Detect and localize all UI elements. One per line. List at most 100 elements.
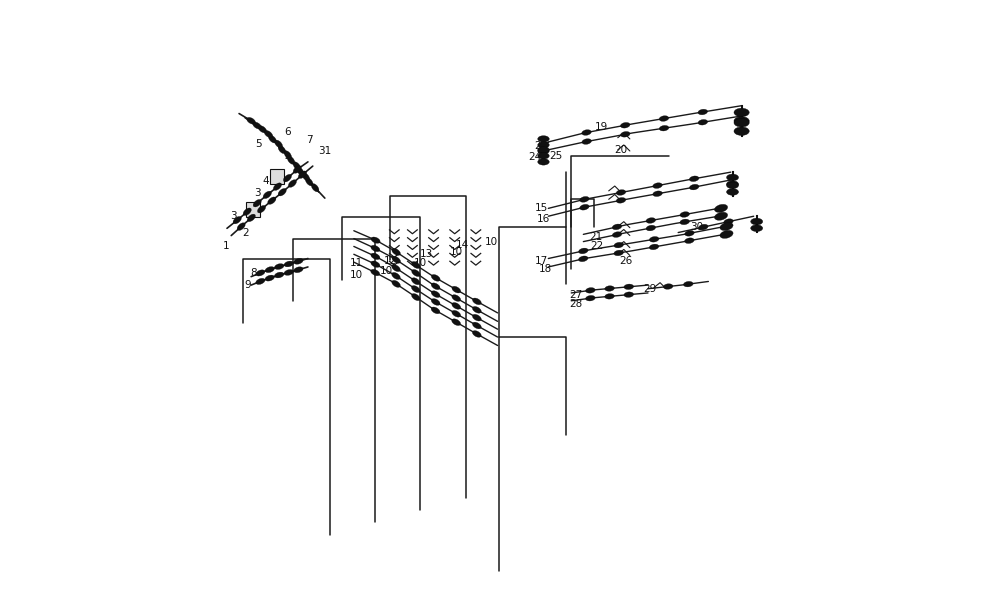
Ellipse shape	[269, 135, 276, 143]
Text: 4: 4	[262, 176, 269, 186]
Ellipse shape	[412, 269, 420, 277]
Ellipse shape	[294, 259, 303, 264]
Ellipse shape	[253, 122, 261, 129]
Ellipse shape	[580, 196, 589, 202]
Ellipse shape	[452, 286, 461, 293]
Ellipse shape	[580, 204, 589, 210]
Ellipse shape	[412, 262, 420, 269]
Ellipse shape	[538, 148, 549, 154]
Ellipse shape	[727, 174, 739, 181]
Text: 19: 19	[595, 122, 608, 132]
Text: 4: 4	[284, 153, 291, 163]
Ellipse shape	[431, 274, 440, 281]
Text: 31: 31	[318, 146, 331, 156]
Ellipse shape	[284, 151, 292, 159]
Ellipse shape	[283, 175, 291, 182]
Ellipse shape	[411, 278, 420, 284]
Bar	[246, 202, 260, 217]
Ellipse shape	[452, 319, 461, 326]
Ellipse shape	[714, 212, 728, 220]
Ellipse shape	[624, 292, 634, 297]
Ellipse shape	[392, 256, 401, 263]
Ellipse shape	[265, 275, 274, 281]
Ellipse shape	[472, 314, 481, 321]
Text: 24: 24	[528, 152, 542, 162]
Ellipse shape	[264, 130, 273, 138]
Ellipse shape	[538, 153, 549, 159]
Ellipse shape	[621, 132, 630, 137]
Ellipse shape	[699, 224, 708, 230]
Ellipse shape	[305, 178, 313, 186]
Text: 23: 23	[534, 141, 548, 151]
Ellipse shape	[311, 184, 319, 192]
Ellipse shape	[646, 225, 656, 231]
Ellipse shape	[646, 217, 656, 223]
Ellipse shape	[268, 197, 276, 204]
Ellipse shape	[302, 173, 310, 181]
Ellipse shape	[278, 188, 286, 196]
Ellipse shape	[243, 208, 251, 216]
Ellipse shape	[257, 205, 266, 213]
Ellipse shape	[284, 269, 294, 275]
Text: 10: 10	[380, 266, 393, 275]
Text: 25: 25	[549, 151, 562, 161]
Text: 10: 10	[414, 258, 427, 268]
Ellipse shape	[392, 248, 400, 255]
Ellipse shape	[698, 109, 708, 115]
Ellipse shape	[614, 242, 624, 248]
Text: 9: 9	[244, 280, 251, 290]
Ellipse shape	[411, 286, 420, 292]
Ellipse shape	[371, 237, 380, 243]
Ellipse shape	[431, 307, 440, 313]
Ellipse shape	[582, 130, 591, 135]
Ellipse shape	[751, 225, 763, 231]
Ellipse shape	[605, 286, 614, 291]
Ellipse shape	[727, 181, 739, 187]
Ellipse shape	[659, 126, 669, 131]
Ellipse shape	[579, 248, 588, 254]
Ellipse shape	[247, 117, 256, 124]
Ellipse shape	[727, 182, 739, 188]
Text: 30: 30	[690, 222, 703, 231]
Ellipse shape	[586, 288, 595, 293]
Ellipse shape	[431, 298, 440, 306]
Text: 29: 29	[643, 284, 656, 294]
Bar	[270, 169, 284, 184]
Text: 1: 1	[222, 241, 229, 251]
Ellipse shape	[472, 298, 481, 304]
Ellipse shape	[247, 214, 255, 222]
Text: 18: 18	[539, 264, 552, 274]
Text: 20: 20	[614, 145, 627, 155]
Ellipse shape	[605, 294, 614, 299]
Text: 26: 26	[619, 256, 632, 266]
Ellipse shape	[256, 270, 265, 276]
Ellipse shape	[256, 278, 265, 284]
Ellipse shape	[734, 117, 749, 125]
Ellipse shape	[392, 272, 400, 280]
Text: 3: 3	[230, 211, 236, 221]
Ellipse shape	[612, 224, 622, 230]
Ellipse shape	[720, 222, 733, 231]
Ellipse shape	[371, 261, 380, 268]
Ellipse shape	[472, 330, 481, 337]
Ellipse shape	[538, 136, 549, 142]
Ellipse shape	[685, 238, 694, 243]
Ellipse shape	[274, 264, 284, 269]
Text: 3: 3	[254, 188, 261, 198]
Ellipse shape	[653, 183, 662, 188]
Text: 12: 12	[383, 256, 397, 266]
Ellipse shape	[275, 140, 283, 148]
Ellipse shape	[680, 219, 689, 225]
Ellipse shape	[392, 265, 400, 272]
Ellipse shape	[649, 244, 659, 249]
Ellipse shape	[612, 232, 622, 237]
Ellipse shape	[579, 256, 588, 262]
Text: 21: 21	[589, 232, 602, 242]
Text: 10: 10	[450, 248, 463, 257]
Ellipse shape	[273, 183, 282, 190]
Ellipse shape	[689, 184, 699, 190]
Ellipse shape	[371, 269, 380, 276]
Ellipse shape	[720, 230, 733, 239]
Ellipse shape	[616, 190, 626, 195]
Ellipse shape	[293, 165, 301, 173]
